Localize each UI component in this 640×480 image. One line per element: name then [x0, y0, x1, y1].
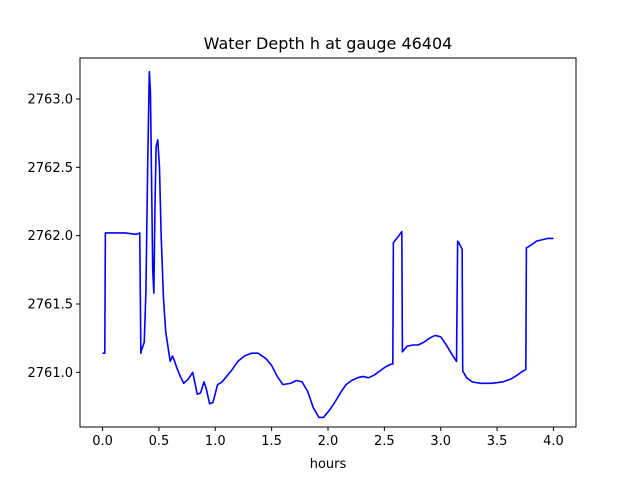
- y-tick-label: 2762.5: [28, 161, 74, 176]
- x-axis: 0.0 0.5 1.0 1.5 2.0 2.5 3.0 3.5 4.0: [92, 427, 564, 449]
- x-tick-label: 0.0: [92, 434, 113, 449]
- x-tick-label: 2.0: [318, 434, 339, 449]
- chart-title: Water Depth h at gauge 46404: [204, 34, 453, 53]
- x-tick-label: 3.0: [430, 434, 451, 449]
- x-tick-label: 1.0: [205, 434, 226, 449]
- y-tick-label: 2761.5: [28, 298, 74, 313]
- y-axis: 2761.0 2761.5 2762.0 2762.5 2763.0: [28, 93, 80, 381]
- x-tick-label: 3.5: [487, 434, 508, 449]
- series-line-0: [102, 70, 554, 419]
- series-layer: [102, 70, 554, 419]
- y-tick-label: 2762.0: [28, 229, 74, 244]
- x-tick-label: 4.0: [543, 434, 564, 449]
- plot-area: [80, 58, 576, 427]
- x-axis-label: hours: [310, 457, 347, 472]
- x-tick-label: 1.5: [261, 434, 282, 449]
- x-tick-label: 2.5: [374, 434, 395, 449]
- x-tick-label: 0.5: [149, 434, 170, 449]
- y-tick-label: 2761.0: [28, 366, 74, 381]
- y-tick-label: 2763.0: [28, 93, 74, 108]
